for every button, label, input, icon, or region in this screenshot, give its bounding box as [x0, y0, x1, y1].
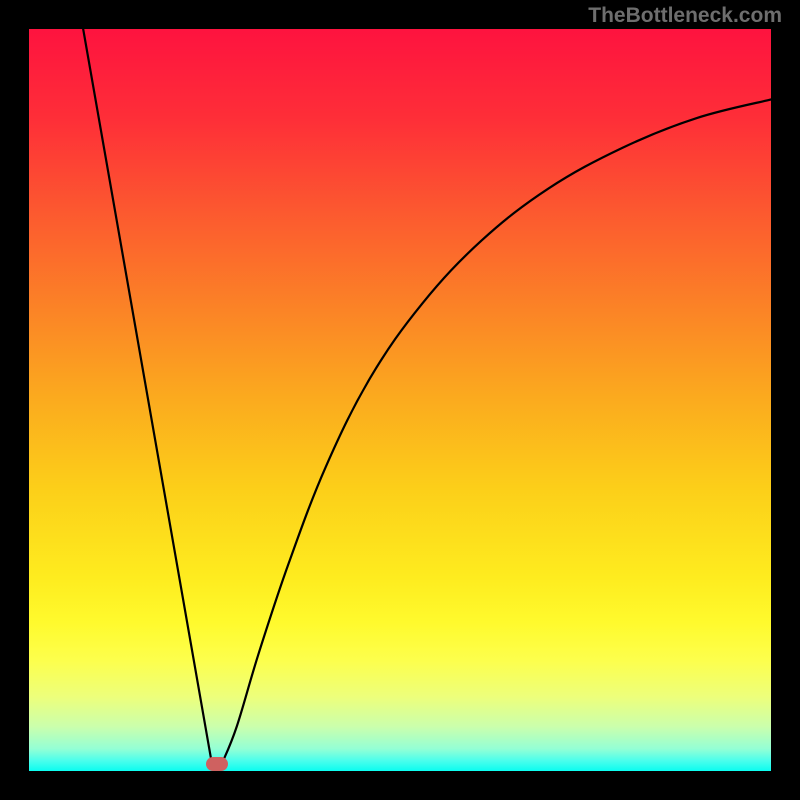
bottleneck-curve — [29, 29, 771, 771]
chart-container: TheBottleneck.com — [0, 0, 800, 800]
watermark-text: TheBottleneck.com — [588, 4, 782, 28]
minimum-marker — [206, 757, 228, 771]
gradient-background — [29, 29, 771, 771]
plot-area — [29, 29, 771, 771]
